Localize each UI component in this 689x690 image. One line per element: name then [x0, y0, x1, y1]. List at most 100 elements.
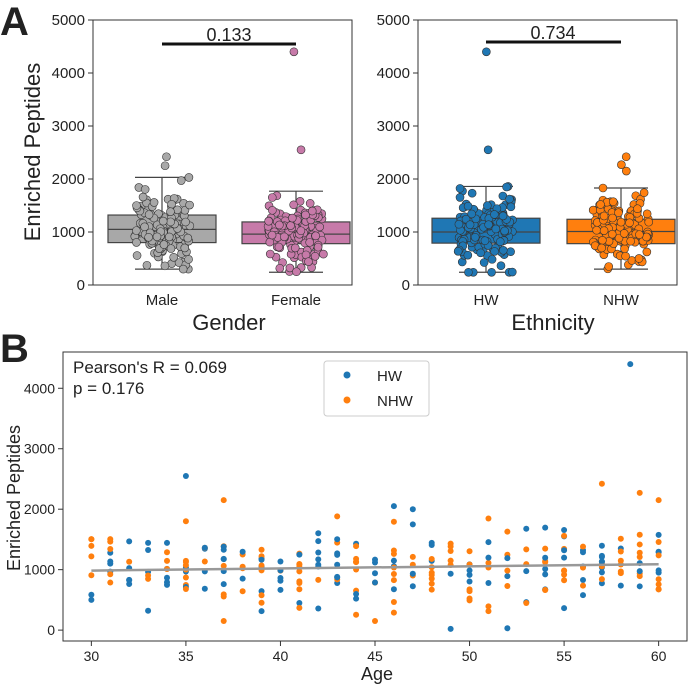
scatter-point-204	[542, 586, 549, 593]
scatter-point-232	[598, 542, 605, 549]
x-tick-label-5: 55	[556, 648, 572, 664]
scatter-point-86	[277, 558, 284, 565]
scatter-point-61	[220, 591, 227, 598]
panel-label-b: B	[0, 327, 29, 371]
scatter-ticks: 30 35 40 45 50 55 60 0 1000 2000 3000 4000	[24, 380, 667, 664]
scatter-point-184	[504, 573, 511, 580]
scatter-point-223	[580, 582, 586, 589]
point-0-0-121	[144, 232, 153, 242]
y-tick-label-1-5: 5000	[377, 12, 410, 29]
point-0-1-137	[275, 220, 284, 230]
scatter-point-78	[258, 592, 265, 599]
point-0-1-127	[313, 242, 323, 252]
point-0-0-110	[180, 243, 190, 253]
scatter-point-205	[542, 554, 549, 561]
x-tick-label-6: 60	[651, 648, 667, 664]
scatter-point-100	[315, 530, 322, 537]
scatter-points	[88, 361, 662, 632]
pvalue-annotation: p = 0.176	[73, 379, 144, 398]
scatter-point-258	[655, 586, 662, 593]
scatter-point-33	[164, 539, 170, 546]
point-1-0-111	[479, 258, 489, 267]
scatter-point-25	[145, 572, 152, 579]
point-0-0-96	[132, 238, 141, 247]
point-1-1-135	[616, 217, 626, 227]
point-0-1-10	[305, 199, 315, 208]
scatter-point-57	[220, 562, 227, 569]
outlier-0-1-1	[289, 47, 299, 57]
scatter-point-144	[409, 583, 416, 590]
point-0-1-119	[275, 263, 285, 273]
scatter-point-84	[277, 577, 284, 584]
scatter-point-246	[636, 573, 643, 580]
scatter-point-128	[372, 618, 378, 625]
gender-pvalue: 0.133	[206, 25, 251, 45]
point-1-1-113	[626, 236, 635, 246]
point-1-1-100	[614, 208, 623, 218]
y-tick-label-1-2: 2000	[377, 171, 410, 188]
point-1-1-130	[596, 200, 605, 209]
scatter-point-124	[353, 591, 360, 598]
scatter-point-196	[542, 565, 549, 572]
scatter-point-76	[258, 608, 265, 615]
scatter-point-216	[561, 605, 568, 612]
scatter-point-13	[107, 571, 114, 578]
scatter-point-110	[334, 551, 341, 558]
scatter-point-178	[485, 608, 492, 615]
point-0-1-56	[319, 249, 328, 259]
scatter-point-96	[296, 604, 303, 611]
y-tick-label-1-4: 4000	[377, 65, 410, 82]
point-1-0-84	[499, 246, 508, 255]
scatter-point-26	[145, 607, 152, 614]
y-tick-label-1-0: 0	[402, 277, 410, 294]
point-1-0-88	[480, 236, 490, 246]
scatter-y-tick-label-3: 3000	[24, 441, 55, 457]
point-0-0-139	[178, 264, 188, 274]
scatter-point-215	[561, 577, 568, 584]
point-0-1-126	[267, 230, 277, 240]
point-0-1-136	[274, 242, 284, 252]
scatter-point-34	[164, 549, 170, 556]
scatter-point-251	[636, 583, 643, 590]
scatter-point-14	[107, 538, 114, 545]
outlier-1-0-1	[482, 47, 491, 57]
point-0-0-129	[144, 210, 154, 219]
scatter-point-229	[598, 569, 605, 576]
scatter-point-214	[561, 554, 568, 561]
scatter-point-31	[164, 557, 170, 564]
point-1-0-76	[506, 247, 515, 256]
point-1-0-103	[496, 261, 506, 271]
scatter-point-268	[655, 497, 662, 504]
scatter-point-259	[655, 567, 662, 574]
scatter-point-87	[296, 599, 303, 606]
gender-x-axis-label: Gender	[192, 310, 265, 335]
point-0-0-112	[185, 200, 194, 210]
point-1-0-139	[502, 182, 511, 192]
scatter-point-171	[466, 578, 473, 585]
tick-label-hw: HW	[474, 292, 500, 309]
gender-boxes	[107, 47, 351, 277]
point-1-1-132	[639, 188, 649, 197]
scatter-point-17	[126, 558, 133, 565]
scatter-point-263	[655, 538, 662, 545]
scatter-point-19	[126, 538, 133, 545]
scatter-point-138	[390, 550, 397, 557]
scatter-point-30	[164, 574, 170, 581]
point-1-0-94	[491, 224, 501, 234]
point-1-0-137	[506, 202, 516, 212]
point-0-0-125	[152, 232, 162, 242]
scatter-point-11	[107, 558, 114, 565]
point-1-1-124	[625, 218, 634, 228]
point-0-0-114	[164, 232, 174, 242]
scatter-point-267	[636, 489, 643, 496]
scatter-point-247	[636, 549, 643, 556]
scatter-point-64	[239, 588, 246, 595]
scatter-point-233	[598, 553, 605, 560]
tick-label-nhw: NHW	[603, 292, 640, 309]
point-0-1-106	[267, 193, 277, 202]
scatter-point-194	[523, 568, 530, 575]
scatter-point-183	[485, 580, 492, 587]
scatter-y-axis-label: Enriched Peptides	[4, 425, 24, 571]
point-0-1-93	[265, 249, 275, 259]
scatter-point-48	[201, 558, 208, 565]
